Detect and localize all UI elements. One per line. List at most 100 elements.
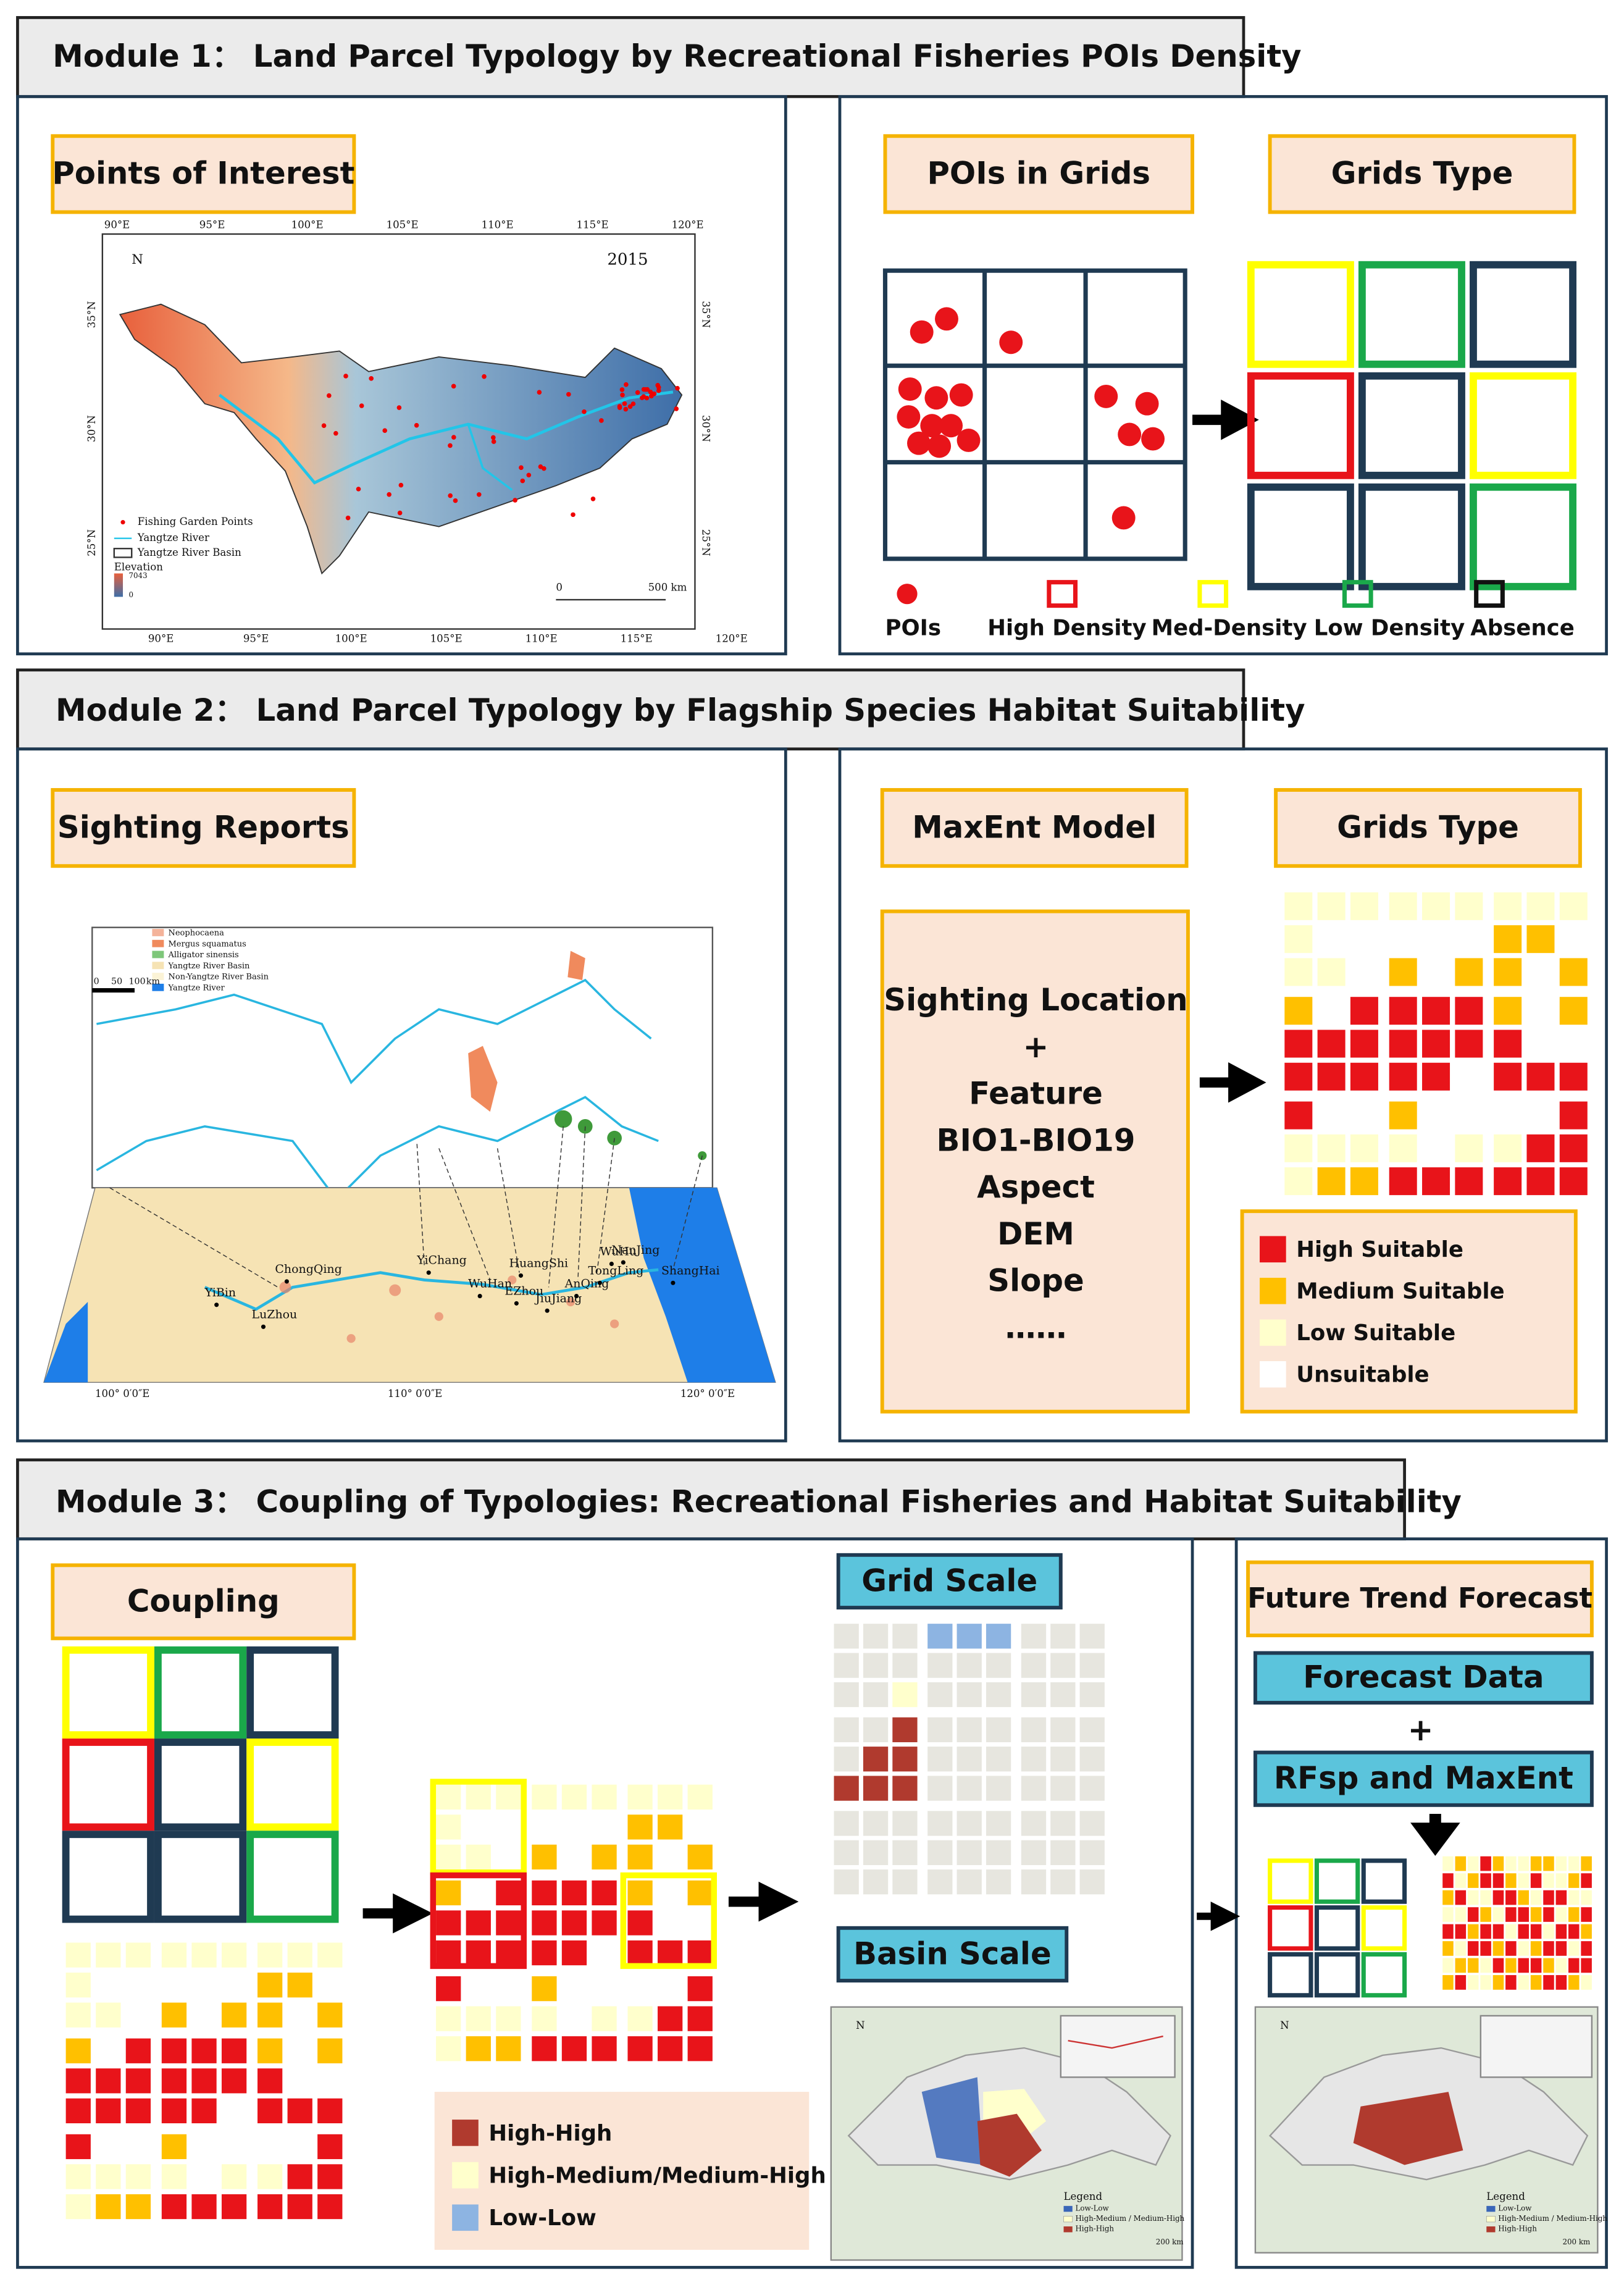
module-title: Module 3： Coupling of Typologies: Recrea…: [56, 1483, 1462, 1519]
grid-cell: [1350, 1134, 1378, 1162]
grid-cell: [986, 1747, 1011, 1772]
grid-cell: [1442, 1924, 1454, 1939]
grid-cell: [927, 1840, 953, 1865]
grid-cell: [1559, 1167, 1588, 1196]
city-label: TongLing: [588, 1264, 643, 1277]
label-text: Coupling: [127, 1583, 280, 1619]
grid-cell: [927, 1717, 953, 1742]
poi: [538, 464, 543, 469]
grid-cell: [986, 1653, 1011, 1678]
grid-cell: [1079, 1747, 1105, 1772]
grid-cell: [1079, 1776, 1105, 1801]
grid-cell: [1422, 892, 1450, 920]
grid-cell: [1389, 1030, 1417, 1058]
legend-label: POIs: [885, 615, 941, 640]
grid-cell: [1505, 1873, 1517, 1888]
grid-cell: [317, 2002, 343, 2028]
lon-label: 115°E: [577, 219, 609, 230]
grid-cell: [956, 1653, 982, 1678]
grid-cell: [317, 2194, 343, 2220]
lon-label: 95°E: [199, 219, 225, 230]
lon-label: 100°E: [335, 633, 367, 645]
suitability-grid: [65, 1942, 343, 2220]
grid-cell: [1494, 997, 1522, 1025]
poi: [387, 492, 391, 497]
legend-box: [434, 2092, 810, 2250]
poi: [656, 385, 661, 390]
grid-cell: [927, 1653, 953, 1678]
lon-label: 105°E: [387, 219, 419, 230]
type-box: [1268, 1905, 1313, 1951]
module-header: [16, 1458, 1406, 1541]
grid-cell: [1559, 997, 1588, 1025]
grid-cell: [221, 2002, 247, 2028]
grid-cell: [627, 2036, 653, 2062]
grid-cell: [561, 1880, 587, 1906]
scale-label: 50: [111, 976, 122, 986]
grid-cell: [1555, 1958, 1567, 1973]
grid-cell: [287, 2164, 312, 2189]
grid-cell: [927, 1624, 953, 1649]
grid-cell: [1559, 1062, 1588, 1091]
grid-cell: [1526, 1134, 1555, 1162]
lon-label: 100°E: [291, 219, 324, 230]
map-legend: Low-Low: [1498, 2204, 1531, 2213]
poi: [491, 435, 496, 440]
legend-swatch: [152, 962, 164, 970]
city-dot: [261, 1324, 266, 1329]
grid-cell: [257, 2068, 283, 2094]
poi: [537, 390, 542, 395]
grid-cell: [161, 2194, 187, 2220]
grid-cell: [221, 2194, 247, 2220]
grid-cell: [532, 1844, 557, 1870]
grid-cell: [221, 2038, 247, 2063]
map-year: 2015: [607, 251, 648, 269]
grid-cell: [863, 1624, 889, 1649]
grid-cell: [1492, 1941, 1504, 1956]
grid-cell: [1518, 1873, 1529, 1888]
grid-cell: [834, 1840, 859, 1865]
grid-cell: [1079, 1840, 1105, 1865]
grid-cell: [627, 1784, 653, 1810]
poi: [451, 435, 456, 440]
poi: [582, 409, 587, 414]
grid-cell: [1581, 1975, 1592, 1990]
grid-cell: [1284, 1167, 1313, 1196]
grid-cell: [257, 2164, 283, 2189]
grid-cell: [956, 1682, 982, 1708]
grid-cell: [287, 1942, 312, 1968]
module-header: [16, 16, 1245, 98]
grid-cell: [65, 2098, 91, 2124]
legend-swatch: [152, 929, 164, 936]
grid-cell: [1389, 997, 1417, 1025]
grid-cell: [834, 1869, 859, 1895]
grid-cell: [1455, 1890, 1467, 1905]
type-box: [1314, 1858, 1360, 1904]
type-box: [1314, 1905, 1360, 1951]
poi: [333, 430, 338, 436]
module-title: Module 2： Land Parcel Typology by Flagsh…: [56, 692, 1305, 728]
label-text: Future Trend Forecast: [1247, 1582, 1593, 1614]
map-scale: 500 km: [648, 582, 687, 594]
grid-cell: [161, 2164, 187, 2189]
grid-cell: [1079, 1869, 1105, 1895]
lon-label: 120°E: [672, 219, 704, 230]
poi: [571, 512, 576, 518]
grid-cell: [592, 1910, 617, 1936]
type-box: [1268, 1858, 1313, 1904]
grid-cell: [1422, 1167, 1450, 1196]
grid-cell: [956, 1624, 982, 1649]
lon-label: 115°E: [621, 633, 653, 645]
legend-label: Medium Suitable: [1296, 1279, 1504, 1304]
grid-cell: [1021, 1747, 1047, 1772]
city-dot: [518, 1273, 524, 1278]
grid-cell: [1494, 925, 1522, 954]
label-text: Basin Scale: [853, 1936, 1052, 1971]
grid-cell: [1455, 1958, 1467, 1973]
grid-cell: [892, 1747, 918, 1772]
label-box: [51, 1563, 356, 1640]
grid-cell: [1543, 1924, 1554, 1939]
grid-cell: [592, 1844, 617, 1870]
